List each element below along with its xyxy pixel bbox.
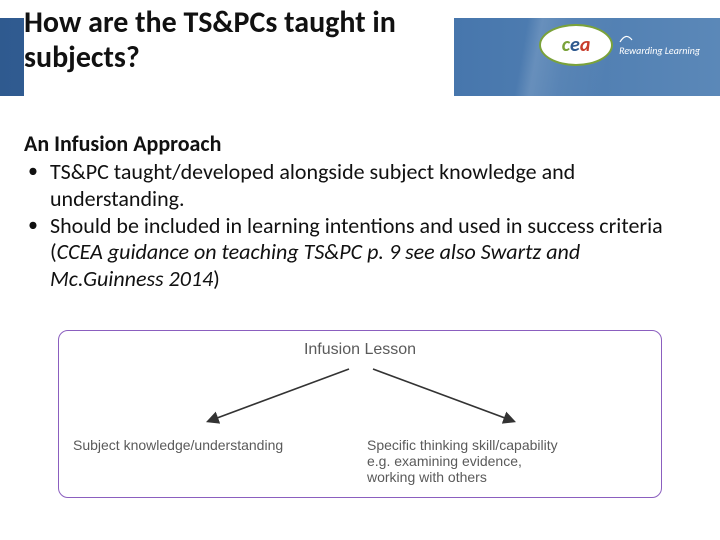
- bullet-2-post: ): [213, 265, 220, 292]
- bullet-1: TS&PC taught/developed alongside subject…: [24, 159, 696, 213]
- arrow-right: [373, 369, 513, 421]
- diagram-right-line2: e.g. examining evidence,: [367, 453, 522, 469]
- logo-letter-c: c: [562, 33, 570, 57]
- logo-tagline-wrap: Rewarding Learning: [619, 34, 700, 57]
- bullet-list: TS&PC taught/developed alongside subject…: [24, 159, 696, 293]
- logo-letter-a: a: [580, 33, 591, 57]
- logo-tagline: Rewarding Learning: [619, 44, 700, 57]
- diagram-root-label: Infusion Lesson: [59, 341, 661, 359]
- diagram-arrows: [59, 367, 663, 427]
- logo-letter-e: e: [570, 33, 580, 57]
- diagram-right-leaf: Specific thinking skill/capability e.g. …: [367, 437, 647, 485]
- diagram-leaves: Subject knowledge/understanding Specific…: [73, 437, 647, 485]
- diagram-right-line1: Specific thinking skill/capability: [367, 437, 558, 453]
- diagram-right-line3: working with others: [367, 469, 487, 485]
- arrow-left: [209, 369, 349, 421]
- swoosh-icon: [619, 34, 633, 44]
- bullet-1-text: TS&PC taught/developed alongside subject…: [50, 158, 575, 212]
- bullet-2-italic: CCEA guidance on teaching TS&PC p. 9 see…: [50, 238, 580, 292]
- body-content: An Infusion Approach TS&PC taught/develo…: [24, 130, 696, 293]
- diagram-left-leaf: Subject knowledge/understanding: [73, 437, 353, 485]
- cea-logo: c e a Rewarding Learning: [539, 24, 700, 66]
- subheading: An Infusion Approach: [24, 130, 696, 157]
- logo-letters: c e a: [562, 33, 591, 57]
- slide: How are the TS&PCs taught in subjects? c…: [0, 0, 720, 540]
- title-area: How are the TS&PCs taught in subjects?: [24, 2, 454, 102]
- infusion-diagram: Infusion Lesson Subject knowledge/unders…: [58, 330, 662, 498]
- page-title: How are the TS&PCs taught in subjects?: [24, 6, 448, 75]
- bullet-2: Should be included in learning intention…: [24, 213, 696, 293]
- logo-oval: c e a: [539, 24, 613, 66]
